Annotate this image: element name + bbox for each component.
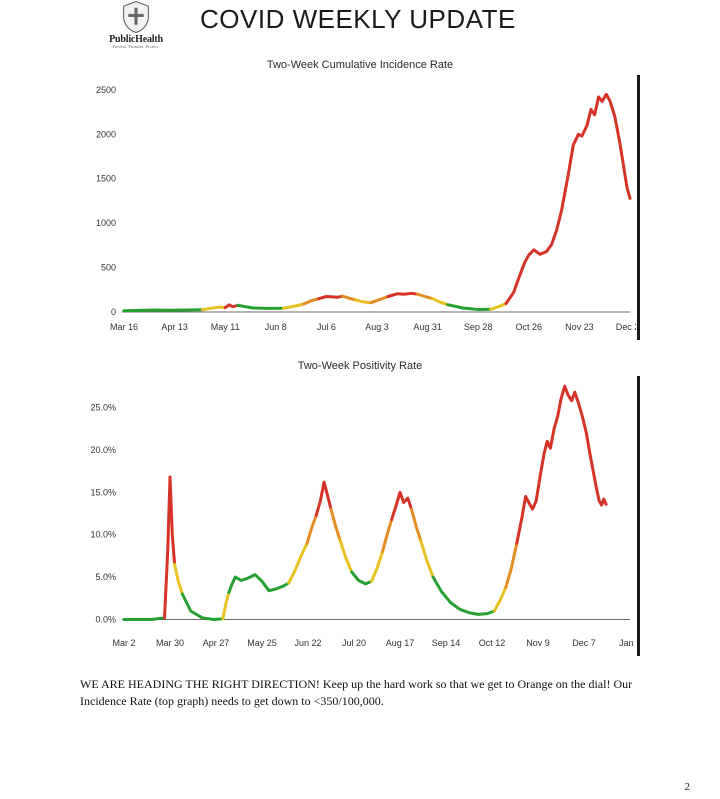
- svg-text:2500: 2500: [96, 85, 116, 95]
- positivity-chart: Two-Week Positivity Rate 0.0% 5.0% 10.0% 15…: [80, 360, 640, 656]
- svg-text:Dec 7: Dec 7: [572, 638, 596, 648]
- svg-text:0.0%: 0.0%: [95, 615, 116, 625]
- svg-text:May 11: May 11: [211, 322, 240, 332]
- svg-text:25.0%: 25.0%: [90, 403, 116, 413]
- svg-text:Aug 31: Aug 31: [413, 322, 442, 332]
- svg-text:Jan 4: Jan 4: [619, 638, 636, 648]
- public-health-logo: PublicHealth Prevent. Promote. Protect.: [100, 0, 172, 49]
- logo-subtext: Prevent. Promote. Protect.: [100, 45, 172, 49]
- svg-text:15.0%: 15.0%: [90, 488, 116, 498]
- svg-text:500: 500: [101, 263, 116, 273]
- page-number: 2: [685, 781, 691, 793]
- svg-text:Mar 30: Mar 30: [156, 638, 184, 648]
- svg-text:5.0%: 5.0%: [95, 572, 116, 582]
- page-title: COVID WEEKLY UPDATE: [200, 4, 516, 35]
- svg-text:Sep 28: Sep 28: [464, 322, 493, 332]
- svg-text:Jul 20: Jul 20: [342, 638, 366, 648]
- shield-icon: [119, 0, 153, 34]
- svg-text:Dec 21: Dec 21: [616, 322, 636, 332]
- svg-text:Nov 23: Nov 23: [565, 322, 594, 332]
- svg-text:Jun 22: Jun 22: [294, 638, 321, 648]
- svg-text:Aug 17: Aug 17: [386, 638, 415, 648]
- svg-text:Apr 13: Apr 13: [161, 322, 188, 332]
- body-paragraph: WE ARE HEADING THE RIGHT DIRECTION! Keep…: [80, 676, 640, 708]
- svg-text:0: 0: [111, 307, 116, 317]
- svg-text:20.0%: 20.0%: [90, 445, 116, 455]
- page: PublicHealth Prevent. Promote. Protect. …: [0, 0, 720, 799]
- svg-text:Aug 3: Aug 3: [365, 322, 389, 332]
- incidence-chart: Two-Week Cumulative Incidence Rate 0 500 1…: [80, 59, 640, 340]
- svg-text:May 25: May 25: [247, 638, 277, 648]
- svg-text:Apr 27: Apr 27: [203, 638, 230, 648]
- incidence-chart-svg: 0 500 1000 1500 2000 2500 Mar 16 Apr 13 May 11 Ju…: [80, 75, 636, 340]
- svg-text:1000: 1000: [96, 219, 116, 229]
- svg-text:Mar 16: Mar 16: [110, 322, 138, 332]
- svg-text:Jul 6: Jul 6: [317, 322, 336, 332]
- svg-text:Jun 8: Jun 8: [265, 322, 287, 332]
- incidence-chart-title: Two-Week Cumulative Incidence Rate: [80, 59, 640, 71]
- svg-text:Oct 12: Oct 12: [479, 638, 506, 648]
- svg-text:Mar 2: Mar 2: [112, 638, 135, 648]
- svg-text:Sep 14: Sep 14: [432, 638, 461, 648]
- svg-text:10.0%: 10.0%: [90, 530, 116, 540]
- header: PublicHealth Prevent. Promote. Protect. …: [0, 0, 720, 49]
- positivity-chart-svg: 0.0% 5.0% 10.0% 15.0% 20.0% 25.0% Mar 2 Mar 30 A…: [80, 376, 636, 656]
- positivity-chart-title: Two-Week Positivity Rate: [80, 360, 640, 372]
- svg-text:Nov 9: Nov 9: [526, 638, 550, 648]
- svg-text:Oct 26: Oct 26: [516, 322, 543, 332]
- svg-text:1500: 1500: [96, 174, 116, 184]
- svg-text:2000: 2000: [96, 130, 116, 140]
